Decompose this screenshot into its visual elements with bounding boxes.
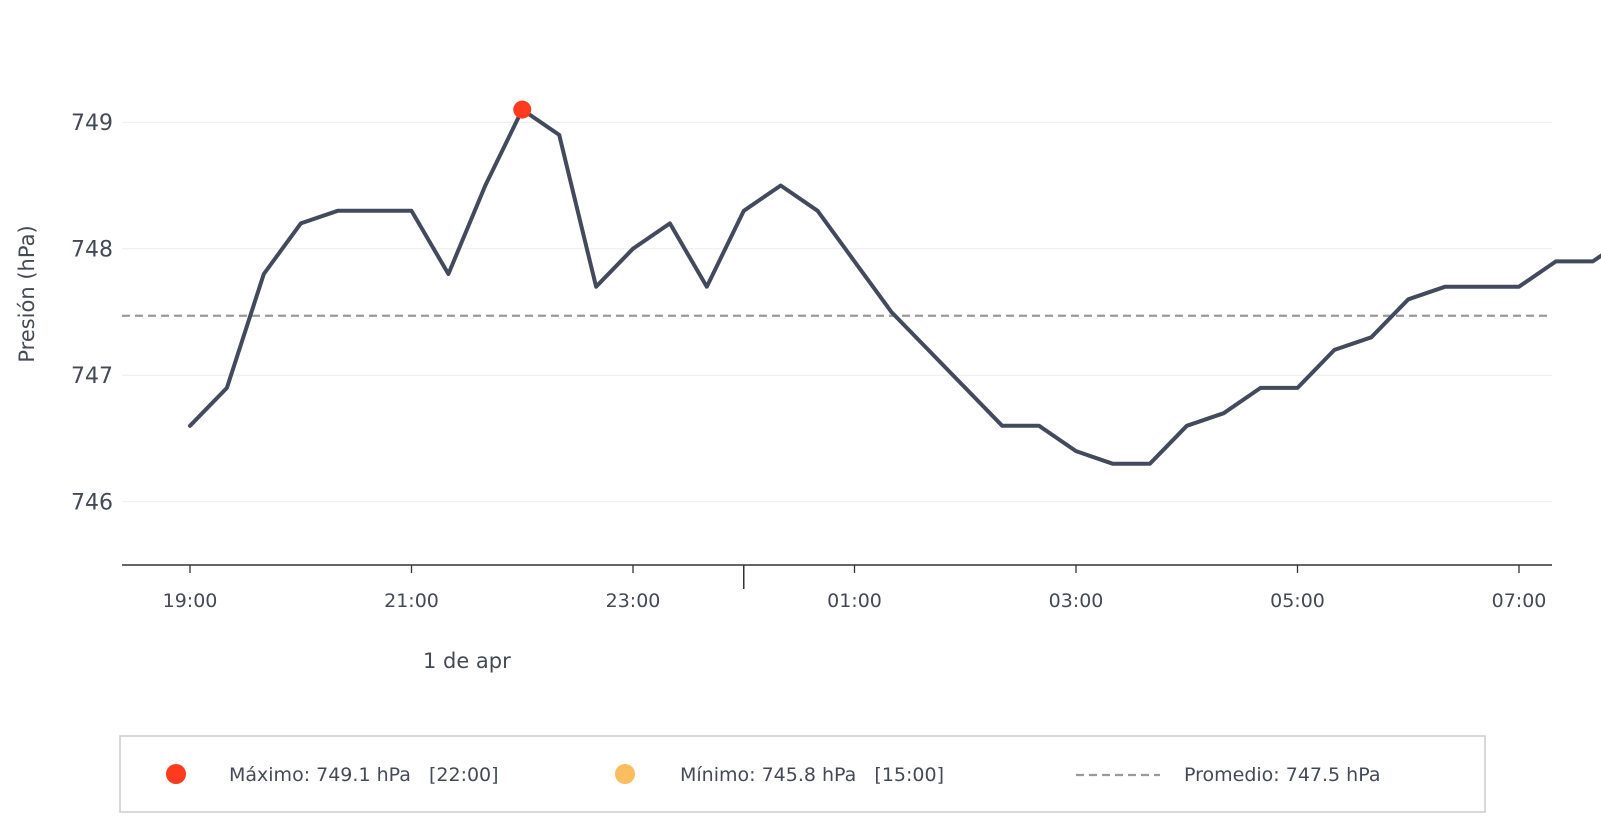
x-tick-label: 05:00 [1270,590,1325,612]
x-tick-label: 19:00 [163,590,218,612]
y-tick-label: 746 [71,491,113,516]
legend-mean-label: Promedio: 747.5 hPa [1184,764,1380,786]
y-tick-label: 747 [71,364,113,389]
y-tick-labels: 746 747 748 749 [71,111,113,516]
legend: Máximo: 749.1 hPa [22:00] Mínimo: 745.8 … [119,735,1486,813]
legend-min-dot [615,764,635,784]
x-tick-label: 01:00 [827,590,882,612]
x-tick-label: 23:00 [606,590,661,612]
pressure-line [188,107,1601,466]
grid-lines [122,121,1552,503]
x-tick-label: 21:00 [384,590,439,612]
day-label: 1 de apr [423,649,511,673]
x-tick-labels: 19:0021:0023:0001:0003:0005:0007:0009:00… [163,565,1547,612]
y-tick-label: 748 [71,238,113,263]
x-tick-label: 03:00 [1049,590,1104,612]
y-tick-label: 749 [71,111,113,136]
legend-max-dot [166,764,186,784]
legend-max-label: Máximo: 749.1 hPa [22:00] [229,764,499,786]
legend-box [119,735,1486,813]
max-marker [513,100,532,119]
y-axis-title: Presión (hPa) [15,225,39,362]
day-labels: 1 de apr2 de apr [423,649,511,673]
x-tick-label: 07:00 [1492,590,1547,612]
legend-min-label: Mínimo: 745.8 hPa [15:00] [680,764,944,786]
